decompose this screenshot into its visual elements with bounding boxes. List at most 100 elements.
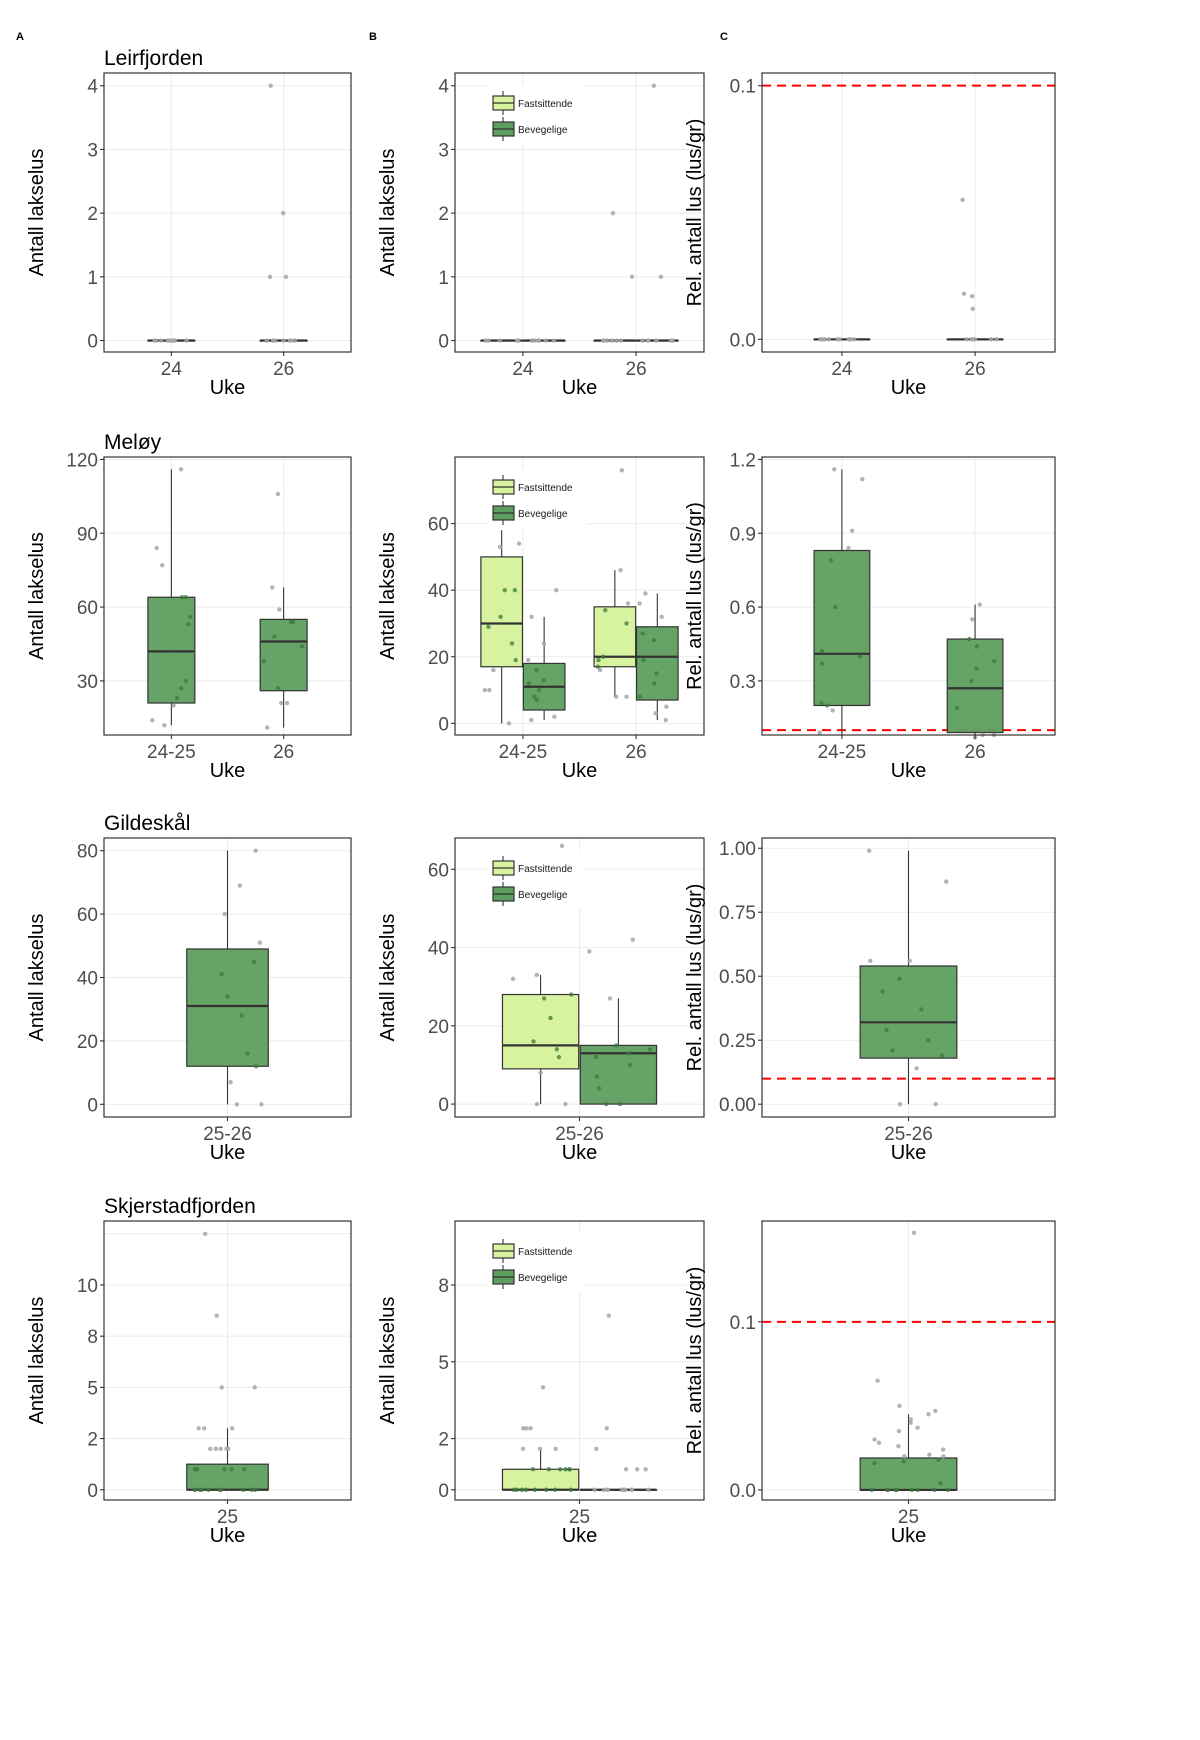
data-point (487, 687, 492, 693)
data-point (558, 1467, 563, 1472)
data-point (514, 1487, 520, 1492)
data-point (498, 614, 503, 620)
data-point (526, 657, 531, 663)
y-tick-label: 0.6 (730, 598, 756, 619)
data-point (885, 1487, 890, 1493)
data-point (846, 545, 851, 551)
plot-frame (454, 456, 705, 736)
data-point (969, 337, 975, 342)
plot-frame (103, 72, 352, 353)
data-point (964, 337, 970, 342)
data-point (245, 1051, 250, 1056)
data-point (830, 708, 835, 713)
x-tick-label: 24 (161, 359, 183, 380)
data-point (868, 958, 873, 964)
data-point (265, 725, 270, 730)
data-point (618, 338, 624, 343)
box-fastsittende (480, 556, 524, 668)
data-point (659, 614, 664, 620)
data-point (896, 1428, 902, 1434)
x-tick-label: 26 (965, 742, 986, 763)
data-point (509, 641, 515, 646)
data-point (165, 338, 171, 343)
data-point (607, 996, 613, 1001)
x-tick-label: 26 (626, 359, 647, 380)
y-tick-label: 40 (428, 581, 449, 602)
data-point (646, 1487, 651, 1492)
data-point (619, 468, 625, 473)
data-point (551, 338, 556, 343)
legend: Fastsittende Bevegelige (488, 1233, 586, 1291)
data-point (897, 976, 902, 981)
data-point (938, 1480, 943, 1486)
data-point (595, 664, 601, 669)
data-point (536, 338, 542, 343)
box-totalt (186, 1463, 269, 1491)
data-point (532, 694, 537, 699)
panel-letter-a: A (16, 31, 24, 43)
data-point (261, 658, 267, 664)
data-point (534, 667, 539, 673)
data-point (529, 614, 534, 620)
y-tick-label: 1.00 (719, 839, 756, 860)
x-axis-title: Uke (891, 760, 927, 782)
y-tick-label: 10 (77, 1276, 98, 1297)
box-totalt (147, 596, 196, 704)
y-axis-title: Antall lakselus (26, 149, 48, 277)
data-point (945, 1487, 950, 1493)
y-tick-label: 8 (87, 1327, 98, 1348)
x-axis-title: Uke (210, 377, 246, 399)
data-point (992, 658, 997, 664)
data-point (225, 994, 230, 999)
data-point (516, 541, 522, 546)
data-point (241, 1487, 246, 1492)
data-point (960, 197, 965, 203)
y-tick-label: 0 (87, 1481, 98, 1502)
data-point (817, 730, 822, 735)
data-point (610, 210, 616, 216)
panel-letter-b: B (369, 31, 377, 43)
data-point (486, 624, 491, 629)
data-point (907, 958, 912, 964)
data-point (908, 1417, 913, 1422)
data-point (284, 700, 290, 706)
x-tick-label: 24 (512, 359, 534, 380)
data-point (911, 1230, 917, 1235)
data-point (884, 1027, 889, 1033)
chart-b-1: 0 20 40 60 24-25 26 Uke Antall lakselus Fastsitt… (377, 456, 705, 782)
y-tick-label: 20 (428, 1017, 449, 1038)
data-point (818, 337, 823, 342)
data-point (614, 338, 619, 343)
legend: Fastsittende Bevegelige (488, 85, 586, 143)
data-point (936, 1457, 941, 1462)
y-tick-label: 2 (438, 204, 449, 225)
y-tick-label: 0 (438, 714, 449, 735)
x-tick-label: 25 (217, 1507, 238, 1528)
y-tick-label: 0.0 (730, 1481, 756, 1502)
data-point (174, 695, 180, 701)
data-point (927, 1452, 932, 1457)
data-point (222, 1467, 227, 1472)
data-point (605, 1487, 610, 1492)
data-point (970, 617, 975, 622)
legend-label-bevegelige: Bevegelige (518, 509, 568, 520)
data-point (543, 338, 548, 343)
y-tick-label: 0.1 (730, 1313, 756, 1334)
data-point (201, 1426, 207, 1431)
data-point (890, 1048, 895, 1053)
y-tick-label: 0 (87, 332, 98, 353)
x-tick-label: 25-26 (555, 1124, 604, 1145)
data-point (824, 703, 830, 708)
data-point (541, 996, 547, 1001)
data-point (637, 694, 643, 699)
data-point (897, 1403, 902, 1409)
data-point (603, 607, 608, 613)
data-point (614, 1043, 619, 1048)
x-axis-title: Uke (210, 1142, 246, 1164)
data-point (524, 1426, 529, 1431)
data-point (597, 667, 603, 673)
data-point (234, 1102, 240, 1107)
data-point (970, 294, 975, 299)
data-point (663, 717, 668, 723)
